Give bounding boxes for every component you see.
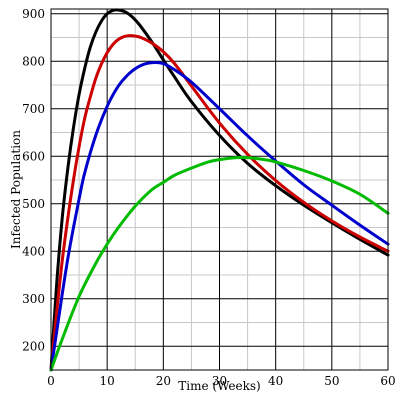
x-tick-label: 40 [268, 374, 283, 388]
y-tick-label: 600 [22, 149, 45, 163]
y-tick-label: 200 [22, 339, 45, 353]
y-tick-label: 700 [22, 102, 45, 116]
series-red-line [49, 34, 390, 372]
x-tick-label: 50 [324, 374, 339, 388]
series-layer [49, 8, 390, 372]
x-tick-label: 60 [380, 374, 395, 388]
axis-ticks: 0 10 20 30 40 50 60 200 300 400 500 600 700 800 900 [22, 7, 396, 388]
y-tick-label: 900 [22, 7, 45, 21]
x-tick-label: 30 [212, 374, 227, 388]
y-tick-label: 300 [22, 292, 45, 306]
x-tick-label: 10 [100, 374, 115, 388]
x-tick-label: 0 [47, 374, 55, 388]
x-axis-title: Time (Weeks) [178, 379, 261, 393]
series-green-line [49, 155, 390, 372]
y-tick-label: 500 [22, 197, 45, 211]
y-tick-label: 400 [22, 244, 45, 258]
plot-frame [50, 8, 389, 371]
x-tick-label: 20 [156, 374, 171, 388]
y-tick-label: 800 [22, 54, 45, 68]
y-axis-title: Infected Population [9, 130, 23, 249]
series-blue-line [49, 61, 390, 372]
series-black-line [49, 8, 390, 372]
